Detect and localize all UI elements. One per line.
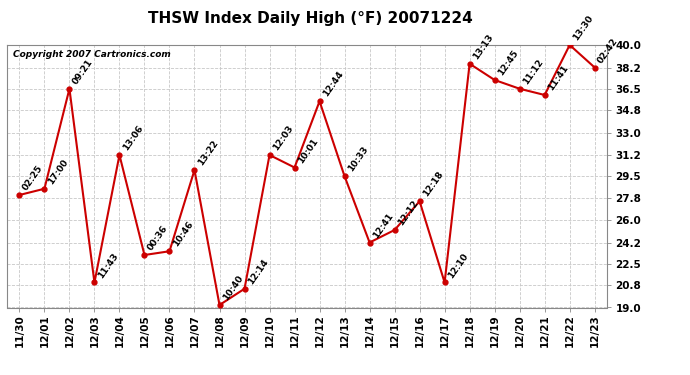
Text: 02:25: 02:25: [21, 164, 45, 192]
Text: 17:00: 17:00: [46, 158, 70, 186]
Text: 12:45: 12:45: [496, 48, 520, 77]
Text: 11:43: 11:43: [96, 251, 119, 280]
Text: 11:41: 11:41: [546, 63, 570, 92]
Text: 02:42: 02:42: [596, 36, 620, 65]
Text: 13:30: 13:30: [571, 14, 595, 42]
Text: 12:18: 12:18: [421, 170, 445, 198]
Text: 12:12: 12:12: [396, 199, 420, 227]
Text: THSW Index Daily High (°F) 20071224: THSW Index Daily High (°F) 20071224: [148, 11, 473, 26]
Text: Copyright 2007 Cartronics.com: Copyright 2007 Cartronics.com: [13, 50, 170, 59]
Text: 12:44: 12:44: [321, 70, 345, 99]
Text: 13:13: 13:13: [471, 32, 495, 61]
Text: 10:40: 10:40: [221, 274, 245, 302]
Text: 12:41: 12:41: [371, 211, 395, 240]
Text: 13:06: 13:06: [121, 124, 145, 152]
Text: 10:01: 10:01: [296, 136, 319, 165]
Text: 09:21: 09:21: [71, 57, 95, 86]
Text: 10:33: 10:33: [346, 145, 370, 174]
Text: 11:12: 11:12: [521, 57, 545, 86]
Text: 12:03: 12:03: [271, 124, 295, 152]
Text: 00:36: 00:36: [146, 224, 170, 252]
Text: 13:22: 13:22: [196, 139, 219, 167]
Text: 10:46: 10:46: [171, 220, 195, 249]
Text: 12:10: 12:10: [446, 251, 470, 280]
Text: 12:14: 12:14: [246, 257, 270, 286]
